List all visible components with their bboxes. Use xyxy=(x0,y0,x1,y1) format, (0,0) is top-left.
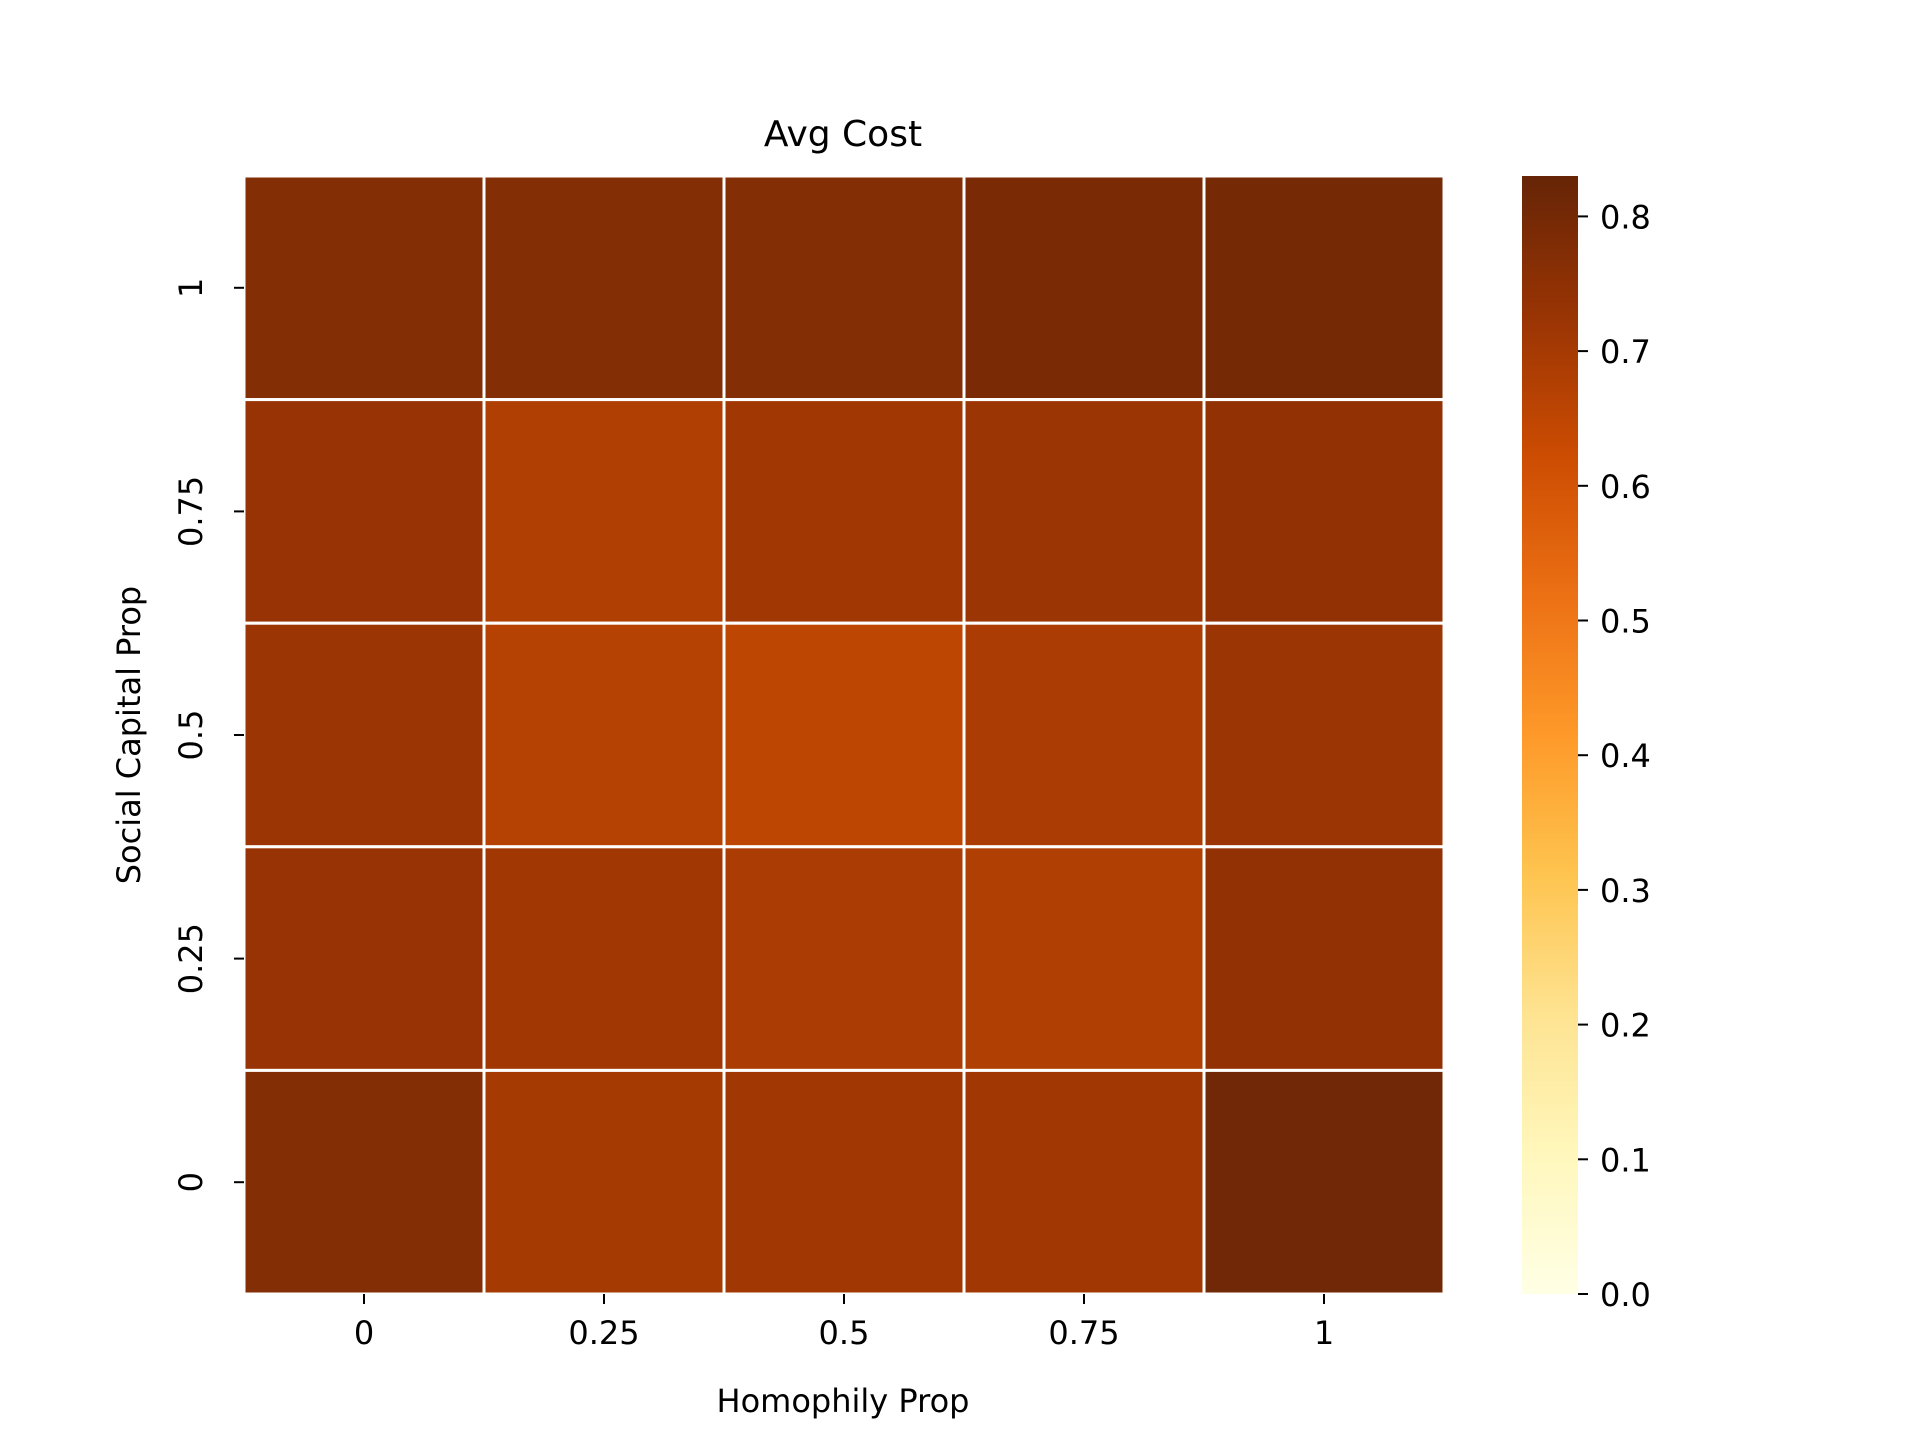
colorbar-tick-label: 0.0 xyxy=(1600,1276,1651,1314)
heatmap-cell xyxy=(1202,845,1446,1072)
x-axis-label: Homophily Prop xyxy=(717,1382,970,1420)
heatmap-cell xyxy=(722,621,966,849)
colorbar-tick-label: 0.3 xyxy=(1600,872,1651,910)
x-tick-label: 0.75 xyxy=(1048,1314,1119,1352)
heatmap-cell xyxy=(482,398,726,625)
colorbar-tick-label: 0.5 xyxy=(1600,603,1651,641)
heatmap-cell xyxy=(1202,1068,1446,1296)
y-tick-label: 0 xyxy=(172,1172,210,1192)
colorbar: 0.0 0.1 0.2 0.3 0.4 0.5 0.6 0.7 0.8 xyxy=(1522,176,1651,1314)
colorbar-tick-label: 0.4 xyxy=(1600,737,1651,775)
chart-title: Avg Cost xyxy=(764,114,922,155)
x-tick-label: 0.5 xyxy=(819,1314,870,1352)
heatmap-cell xyxy=(482,174,726,402)
y-tick-label: 0.5 xyxy=(172,710,210,761)
heatmap-cell xyxy=(1202,174,1446,402)
heatmap-cell xyxy=(962,1068,1206,1296)
heatmap-cell xyxy=(722,174,966,402)
heatmap-cell xyxy=(722,845,966,1072)
y-axis-label: Social Capital Prop xyxy=(110,586,148,885)
x-tick-label: 0 xyxy=(354,1314,374,1352)
heatmap-cell xyxy=(962,845,1206,1072)
x-tick-label: 0.25 xyxy=(568,1314,639,1352)
heatmap-cell xyxy=(1202,621,1446,849)
heatmap-cell xyxy=(242,1068,486,1296)
heatmap-cell xyxy=(482,621,726,849)
heatmap-cell xyxy=(1202,398,1446,625)
heatmap-cell xyxy=(242,398,486,625)
heatmap-cell xyxy=(242,174,486,402)
heatmap-cells xyxy=(242,174,1446,1296)
y-tick-label: 0.75 xyxy=(172,476,210,547)
heatmap-cell xyxy=(962,621,1206,849)
y-axis: 1 0.75 0.5 0.25 0 xyxy=(172,278,244,1192)
heatmap-cell xyxy=(722,1068,966,1296)
y-tick-label: 0.25 xyxy=(172,923,210,994)
colorbar-tick-label: 0.8 xyxy=(1600,198,1651,236)
colorbar-gradient xyxy=(1522,176,1578,1294)
colorbar-tick-label: 0.7 xyxy=(1600,333,1651,371)
heatmap-cell xyxy=(482,1068,726,1296)
x-tick-label: 1 xyxy=(1314,1314,1334,1352)
y-tick-label: 1 xyxy=(172,278,210,298)
heatmap-cell xyxy=(962,398,1206,625)
colorbar-tick-label: 0.6 xyxy=(1600,468,1651,506)
heatmap-cell xyxy=(482,845,726,1072)
heatmap-cell xyxy=(722,398,966,625)
heatmap-cell xyxy=(962,174,1206,402)
heatmap-cell xyxy=(242,621,486,849)
colorbar-tick-label: 0.1 xyxy=(1600,1141,1651,1179)
heatmap-cell xyxy=(242,845,486,1072)
x-axis: 0 0.25 0.5 0.75 1 xyxy=(354,1294,1334,1352)
colorbar-tick-label: 0.2 xyxy=(1600,1007,1651,1045)
